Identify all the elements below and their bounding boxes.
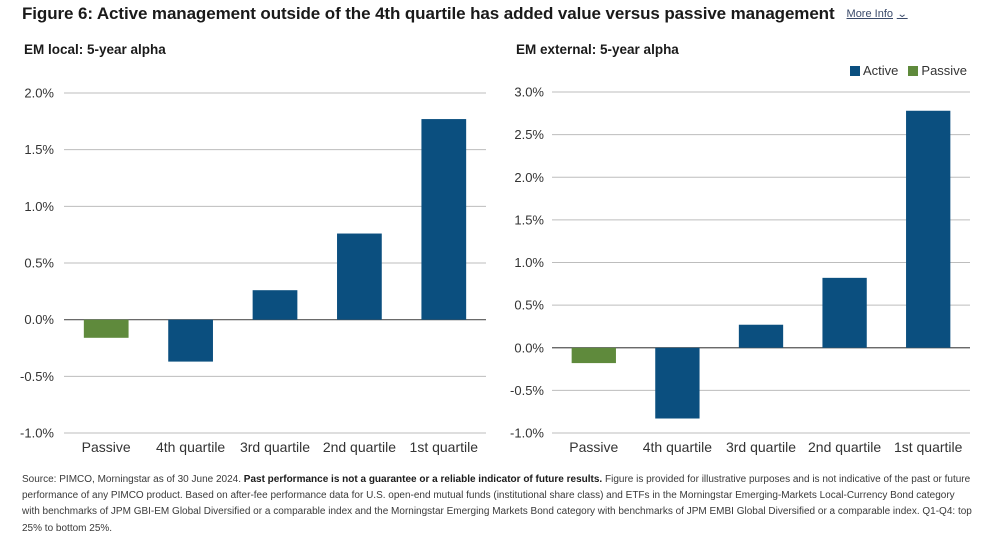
legend-item-passive: Passive [908, 63, 967, 78]
y-tick-label: 1.5% [514, 212, 544, 227]
legend-label-active: Active [863, 63, 899, 78]
bar-active-4 [822, 277, 867, 348]
figure-title: Figure 6: Active management outside of t… [22, 4, 835, 23]
y-tick-label: 0.5% [24, 256, 54, 271]
bar-active-2 [655, 347, 700, 419]
y-tick-label: 1.0% [514, 255, 544, 270]
x-tick-label: 3rd quartile [726, 439, 796, 455]
y-tick-label: 0.0% [514, 340, 544, 355]
chart-legend: Active Passive [850, 63, 977, 78]
y-tick-label: 1.0% [24, 199, 54, 214]
more-info-label[interactable]: More Info [846, 8, 893, 20]
y-tick-label: 0.0% [24, 312, 54, 327]
x-tick-label: 3rd quartile [240, 439, 310, 455]
x-tick-label: Passive [82, 439, 131, 455]
y-tick-label: 0.5% [514, 298, 544, 313]
x-tick-label: 1st quartile [410, 439, 479, 455]
bar-active-3 [738, 324, 784, 348]
bar-active-5 [906, 110, 951, 348]
bar-active-2 [168, 319, 213, 362]
bar-active-5 [421, 119, 467, 320]
y-tick-label: 2.0% [24, 86, 54, 101]
chart-em-external: -1.0% -0.5% 0.0% 0.5% 1.0% 1.5% 2.0% 2.5% 3.0% Pa… [510, 85, 970, 455]
x-tick-label: 2nd quartile [808, 439, 881, 455]
legend-label-passive: Passive [921, 63, 967, 78]
charts-canvas: -1.0% -0.5% 0.0% 0.5% 1.0% 1.5% 2.0% Passive 4th… [20, 85, 970, 455]
y-tick-label: -0.5% [20, 369, 54, 384]
x-tick-label: 4th quartile [156, 439, 225, 455]
x-tick-label: 2nd quartile [323, 439, 396, 455]
y-tick-label: 1.5% [24, 142, 54, 157]
y-tick-label: 2.5% [514, 127, 544, 142]
y-tick-label: -0.5% [510, 383, 544, 398]
legend-swatch-passive [908, 65, 919, 76]
legend-swatch-active [850, 65, 860, 76]
bar-passive-1 [571, 347, 616, 364]
chart-em-local: -1.0% -0.5% 0.0% 0.5% 1.0% 1.5% 2.0% Passive 4th… [20, 86, 486, 455]
y-tick-label: -1.0% [20, 426, 54, 441]
chart-title-em-local: EM local: 5-year alpha [24, 42, 166, 57]
footnote: Source: PIMCO, Morningstar as of 30 June… [22, 472, 972, 537]
footnote-disclaimer: Past performance is not a guarantee or a… [243, 474, 603, 485]
footnote-detail: Figure is provided for illustrative purp… [22, 474, 972, 534]
x-tick-label: Passive [569, 439, 618, 455]
y-tick-label: 3.0% [514, 85, 544, 100]
legend-item-active: Active [850, 63, 898, 78]
y-tick-label: 2.0% [514, 170, 544, 185]
y-tick-label: -1.0% [510, 426, 544, 441]
more-info-link[interactable]: More Info ⌄ [846, 8, 908, 20]
x-tick-label: 1st quartile [894, 439, 963, 455]
bar-active-3 [252, 290, 298, 320]
chevron-down-icon[interactable]: ⌄ [896, 8, 908, 20]
bar-passive-1 [83, 319, 129, 338]
footnote-source: Source: PIMCO, Morningstar as of 30 June… [22, 474, 244, 485]
figure-header: Figure 6: Active management outside of t… [22, 4, 908, 24]
chart-title-em-external: EM external: 5-year alpha [516, 42, 679, 57]
x-tick-label: 4th quartile [643, 439, 712, 455]
bar-active-4 [337, 233, 382, 320]
